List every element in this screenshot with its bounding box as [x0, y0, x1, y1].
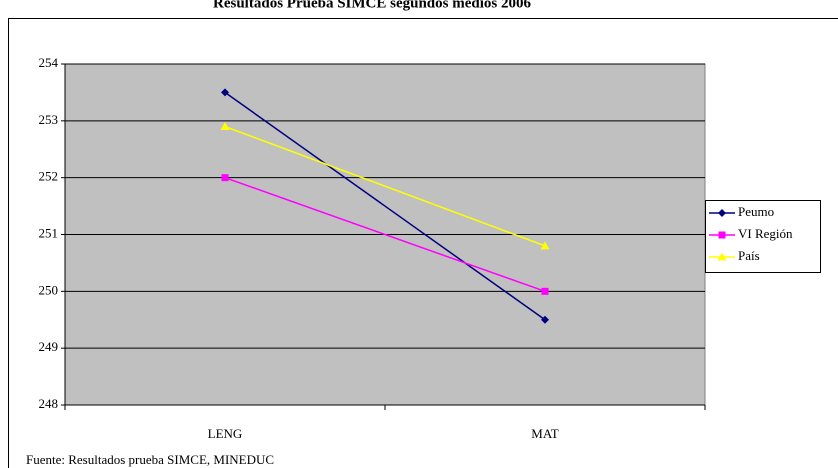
marker	[220, 122, 230, 131]
source-note: Fuente: Resultados prueba SIMCE, MINEDUC	[26, 452, 274, 467]
legend-label: País	[738, 248, 760, 263]
y-tick-label: 251	[39, 225, 59, 240]
x-tick-label: LENG	[208, 426, 243, 441]
y-tick-label: 254	[39, 55, 59, 70]
marker	[717, 252, 727, 261]
y-tick-label: 252	[39, 169, 59, 184]
chart-title: Resultados Prueba SIMCE segundos medios …	[213, 0, 531, 11]
marker	[221, 174, 229, 182]
x-tick-label: MAT	[531, 426, 559, 441]
series-line	[224, 176, 546, 293]
marker	[718, 209, 726, 217]
series-line	[224, 125, 546, 247]
marker	[540, 241, 550, 250]
marker	[221, 88, 229, 97]
y-tick-label: 248	[39, 396, 59, 411]
marker	[541, 287, 549, 295]
legend-label: VI Región	[738, 226, 793, 241]
legend-label: Peumo	[738, 204, 774, 219]
series-line	[224, 91, 546, 321]
y-tick-label: 253	[39, 112, 59, 127]
marker	[718, 231, 726, 239]
marker	[541, 315, 549, 324]
y-tick-label: 250	[39, 282, 59, 297]
y-tick-label: 249	[39, 339, 59, 354]
